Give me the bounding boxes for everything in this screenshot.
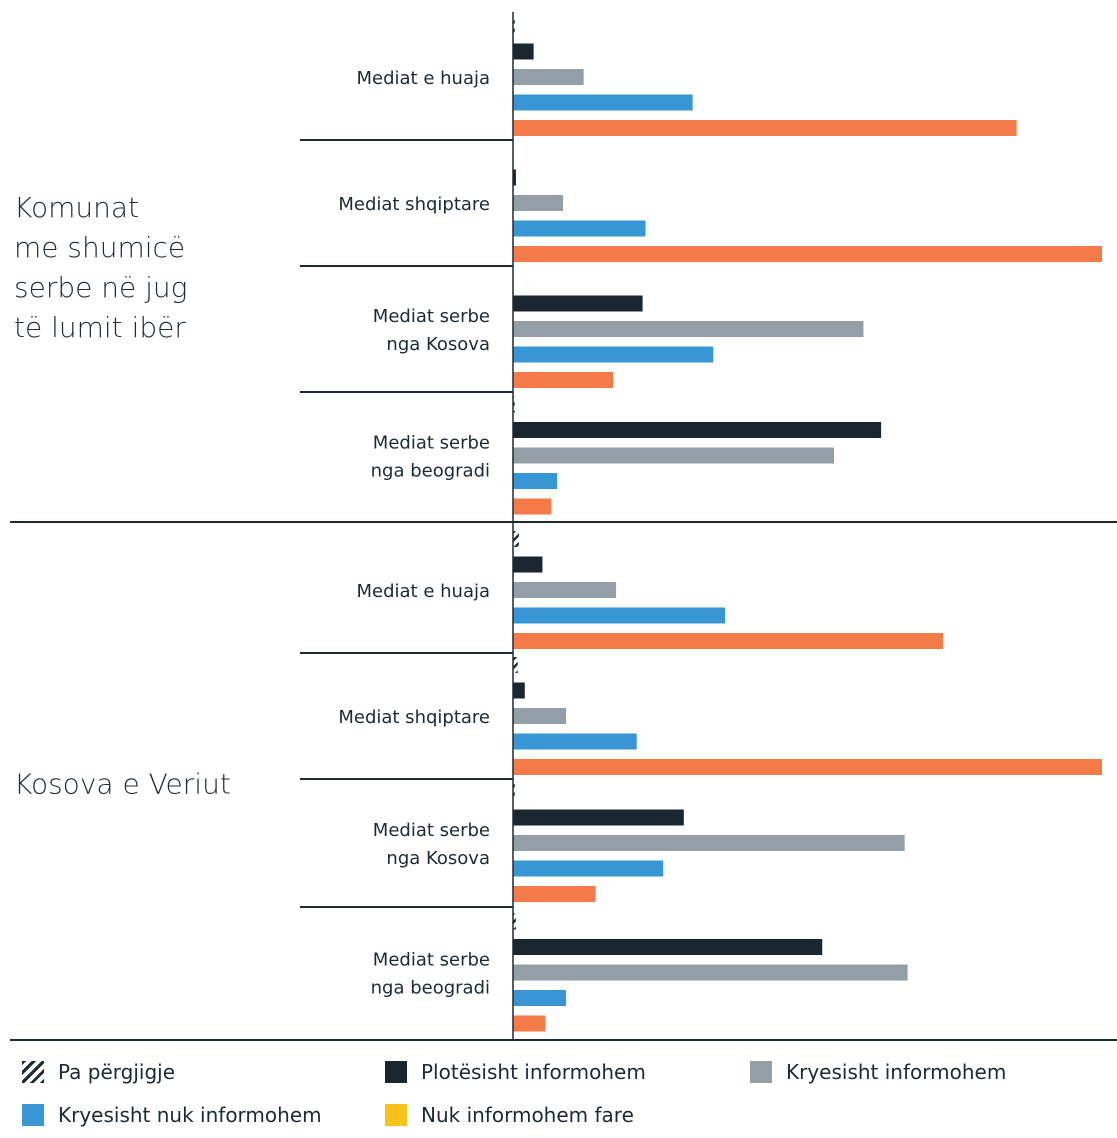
legend-item: Plotësisht informohem: [385, 1061, 646, 1083]
bar-pa_pergjigje-g0-c0: [513, 18, 515, 34]
legend-label: Pa përgjigje: [58, 1060, 176, 1084]
bar-kryesisht_nuk-g0-c3: [513, 473, 558, 489]
legend-swatch: [22, 1061, 44, 1083]
category-label: nga Kosova: [386, 848, 490, 869]
category-label: Mediat e huaja: [356, 68, 490, 89]
legend-label: Kryesisht informohem: [786, 1060, 1007, 1084]
legend-swatch: [750, 1061, 772, 1083]
category-label: Mediat shqiptare: [338, 194, 490, 215]
bar-plotesisht-g1-c2: [513, 809, 684, 826]
legend-item: Kryesisht nuk informohem: [22, 1104, 322, 1126]
category-label: Mediat serbe: [373, 433, 490, 454]
bar-pa_pergjigje-g1-c2: [513, 784, 515, 800]
group-label: serbe në jug: [14, 271, 187, 304]
category-label: nga beogradi: [371, 461, 490, 482]
bar-nuk_fare-g1-c3: [513, 1015, 546, 1032]
bar-kryesisht-g1-c0: [513, 582, 617, 598]
legend-item: Pa përgjigje: [22, 1061, 175, 1083]
bar-nuk_fare-g0-c3: [513, 498, 552, 515]
legend-label: Kryesisht nuk informohem: [58, 1103, 322, 1127]
bar-kryesisht_nuk-g0-c2: [513, 346, 714, 363]
bar-kryesisht-g0-c0: [513, 69, 584, 85]
bar-kryesisht-g1-c1: [513, 708, 567, 724]
bar-plotesisht-g1-c3: [513, 939, 823, 955]
bar-nuk_fare-g0-c1: [513, 246, 1102, 262]
group-label: Komunat: [14, 191, 139, 224]
bar-kryesisht_nuk-g1-c0: [513, 607, 726, 624]
bar-plotesisht-g0-c2: [513, 295, 643, 312]
category-label: Mediat serbe: [373, 950, 490, 971]
legend-swatch: [385, 1104, 407, 1126]
bar-plotesisht-g0-c3: [513, 422, 882, 438]
group-label: me shumicë: [14, 231, 185, 264]
legend-label: Plotësisht informohem: [421, 1060, 646, 1084]
bar-nuk_fare-g0-c2: [513, 372, 614, 388]
bar-plotesisht-g1-c1: [513, 682, 525, 699]
legend-label: Nuk informohem fare: [421, 1103, 634, 1127]
bar-plotesisht-g0-c1: [513, 169, 516, 186]
bar-kryesisht_nuk-g0-c0: [513, 94, 693, 111]
bar-plotesisht-g0-c0: [513, 43, 534, 60]
group-label: Kosova e Veriut: [14, 768, 231, 801]
category-label: Mediat serbe: [373, 306, 490, 327]
bar-pa_pergjigje-g1-c0: [513, 531, 519, 547]
bar-pa_pergjigje-g1-c3: [513, 913, 516, 930]
bar-kryesisht_nuk-g1-c1: [513, 733, 637, 750]
bar-nuk_fare-g1-c0: [513, 633, 943, 649]
bar-nuk_fare-g1-c1: [513, 759, 1102, 775]
bar-plotesisht-g1-c0: [513, 556, 543, 573]
legend-swatch: [22, 1104, 44, 1126]
group-label: të lumit ibër: [14, 311, 186, 344]
bar-kryesisht-g1-c2: [513, 835, 905, 851]
legend-item: Nuk informohem fare: [385, 1104, 634, 1126]
category-label: Mediat e huaja: [356, 581, 490, 602]
bar-pa_pergjigje-g0-c3: [513, 396, 515, 413]
bar-nuk_fare-g1-c2: [513, 886, 596, 902]
category-label: nga beogradi: [371, 978, 490, 999]
bar-kryesisht-g0-c1: [513, 195, 564, 211]
category-label: Mediat serbe: [373, 820, 490, 841]
category-label: nga Kosova: [386, 334, 490, 355]
bar-kryesisht-g0-c2: [513, 321, 864, 337]
bar-nuk_fare-g0-c0: [513, 120, 1017, 136]
legend-swatch: [385, 1061, 407, 1083]
bar-kryesisht_nuk-g0-c1: [513, 220, 646, 237]
bar-kryesisht_nuk-g1-c3: [513, 990, 567, 1006]
bar-kryesisht_nuk-g1-c2: [513, 860, 664, 877]
legend-item: Kryesisht informohem: [750, 1061, 1006, 1083]
category-label: Mediat shqiptare: [338, 707, 490, 728]
bar-kryesisht-g0-c3: [513, 447, 835, 464]
bar-kryesisht-g1-c3: [513, 964, 908, 981]
bar-pa_pergjigje-g1-c1: [513, 657, 518, 673]
